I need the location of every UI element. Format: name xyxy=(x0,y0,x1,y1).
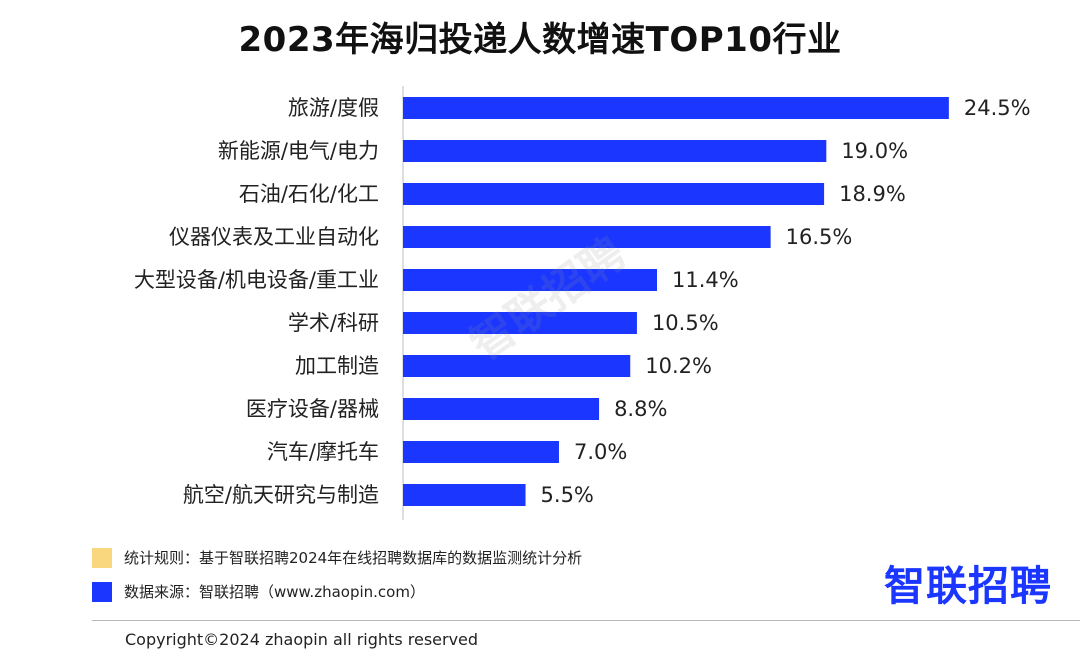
legend-text-rule: 统计规则：基于智联招聘2024年在线招聘数据库的数据监测统计分析 xyxy=(124,549,583,567)
category-label-6: 学术/科研 xyxy=(288,311,379,335)
value-label-9: 7.0% xyxy=(574,440,627,464)
bar-7 xyxy=(403,355,631,377)
category-label-4: 仪器仪表及工业自动化 xyxy=(169,225,379,249)
category-label-8: 医疗设备/器械 xyxy=(246,397,379,421)
value-label-10: 5.5% xyxy=(541,483,594,507)
value-label-3: 18.9% xyxy=(839,182,906,206)
bar-chart: 旅游/度假 24.5% 新能源/电气/电力 19.0% 石油/石化/化工 18.9% 仪器仪… xyxy=(134,86,1031,520)
category-label-3: 石油/石化/化工 xyxy=(239,182,379,206)
category-label-10: 航空/航天研究与制造 xyxy=(183,483,379,507)
legend-swatch-source xyxy=(92,581,112,602)
bar-4 xyxy=(403,226,771,248)
value-label-5: 11.4% xyxy=(672,268,739,292)
bar-10 xyxy=(403,484,526,506)
bar-5 xyxy=(403,269,657,291)
category-label-1: 旅游/度假 xyxy=(288,96,379,120)
value-label-4: 16.5% xyxy=(786,225,853,249)
legend-item-rule: 统计规则：基于智联招聘2024年在线招聘数据库的数据监测统计分析 xyxy=(92,547,582,568)
bar-9 xyxy=(403,441,559,463)
legend-swatch-rule xyxy=(92,547,112,568)
category-label-9: 汽车/摩托车 xyxy=(267,440,379,464)
bar-2 xyxy=(403,140,827,162)
value-label-6: 10.5% xyxy=(652,311,719,335)
value-label-7: 10.2% xyxy=(645,354,712,378)
bars-group: 旅游/度假 24.5% 新能源/电气/电力 19.0% 石油/石化/化工 18.9% 仪器仪… xyxy=(134,96,1031,507)
bar-1 xyxy=(403,97,949,119)
legend-text-source: 数据来源：智联招聘（www.zhaopin.com） xyxy=(124,583,425,601)
category-label-5: 大型设备/机电设备/重工业 xyxy=(134,268,379,292)
category-label-7: 加工制造 xyxy=(295,354,379,378)
copyright-text: Copyright©2024 zhaopin all rights reserv… xyxy=(125,630,479,649)
value-label-1: 24.5% xyxy=(964,96,1031,120)
bar-6 xyxy=(403,312,637,334)
zhaopin-logo: 智联招聘 xyxy=(884,562,1052,610)
value-label-8: 8.8% xyxy=(614,397,667,421)
value-label-2: 19.0% xyxy=(841,139,908,163)
category-label-2: 新能源/电气/电力 xyxy=(218,139,379,163)
footer-divider xyxy=(92,620,1080,621)
bar-8 xyxy=(403,398,600,420)
bar-3 xyxy=(403,183,825,205)
chart-title: 2023年海归投递人数增速TOP10行业 xyxy=(238,20,842,60)
legend-item-source: 数据来源：智联招聘（www.zhaopin.com） xyxy=(92,581,425,602)
